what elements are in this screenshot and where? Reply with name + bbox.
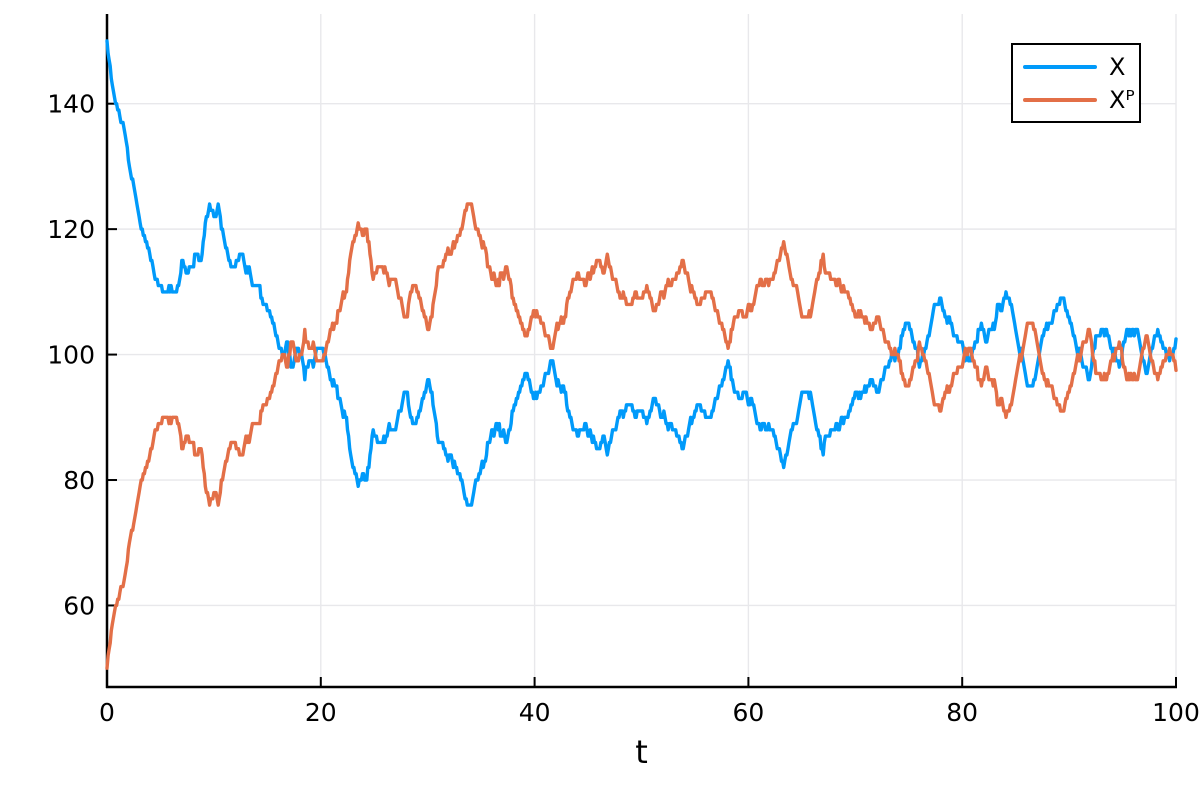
y-tick-label: 60 (63, 591, 95, 620)
legend-item-x: X (1023, 54, 1139, 80)
legend-item-xp: Xᴾ (1023, 87, 1139, 113)
x-tick-label: 60 (732, 698, 764, 727)
y-tick-label: 80 (63, 466, 95, 495)
legend-label-xp: Xᴾ (1109, 85, 1135, 114)
legend-line-swatch-xp (1023, 97, 1097, 102)
x-tick-label: 80 (946, 698, 978, 727)
x-tick-label: 40 (519, 698, 551, 727)
series-line-XP (105, 202, 1178, 670)
x-tick-label: 20 (305, 698, 337, 727)
x-tick-label: 100 (1152, 698, 1200, 727)
x-tick-label: 0 (99, 698, 115, 727)
series-line-X (105, 39, 1178, 507)
legend-label-x: X (1109, 52, 1126, 81)
legend: X Xᴾ (1011, 43, 1141, 123)
y-tick-label: 120 (47, 215, 95, 244)
x-axis-title: t (635, 733, 648, 771)
y-tick-label: 140 (47, 90, 95, 119)
legend-line-swatch-x (1023, 64, 1097, 69)
y-tick-label: 100 (47, 341, 95, 370)
